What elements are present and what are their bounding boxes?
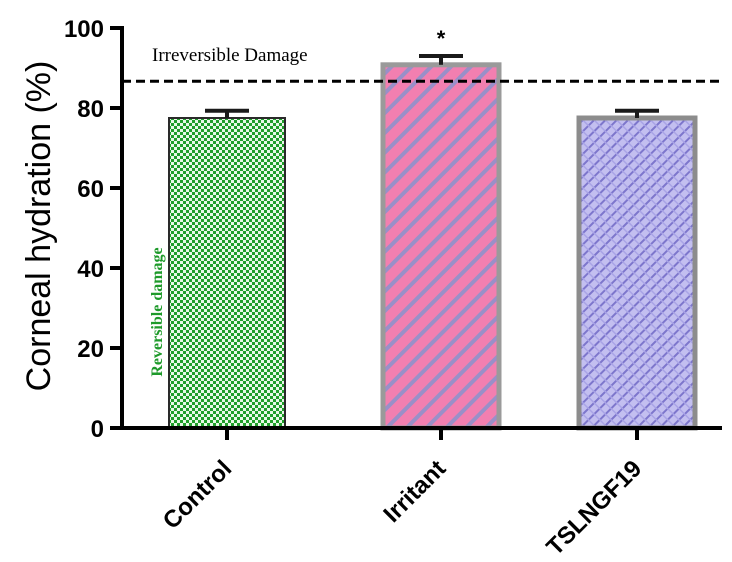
y-tick-label-80: 80 <box>77 96 104 123</box>
axes <box>110 26 722 440</box>
x-tick-label-tslngf19: TSLNGF19 <box>541 455 647 561</box>
bar-control <box>168 117 286 429</box>
labels: Control * Irritant TSLNGF19 Irreversible Dam… <box>20 16 647 561</box>
y-axis-label: Corneal hydration (%) <box>20 61 58 392</box>
significance-marker-irritant: * <box>437 26 446 51</box>
reference-line-label: Irreversible Damage <box>152 45 308 66</box>
bar-irritant <box>380 62 502 431</box>
y-tick-label-40: 40 <box>77 256 104 283</box>
x-tick-label-irritant: Irritant <box>378 455 451 528</box>
y-tick-label-20: 20 <box>77 336 104 363</box>
x-tick-label-control: Control <box>158 455 237 534</box>
reversible-damage-annotation: Reversible damage <box>149 247 166 376</box>
y-tick-label-60: 60 <box>77 176 104 203</box>
y-tick-label-0: 0 <box>91 416 104 443</box>
bars <box>168 54 698 431</box>
bar-tslngf19 <box>576 115 698 431</box>
y-tick-label-100: 100 <box>64 16 104 43</box>
